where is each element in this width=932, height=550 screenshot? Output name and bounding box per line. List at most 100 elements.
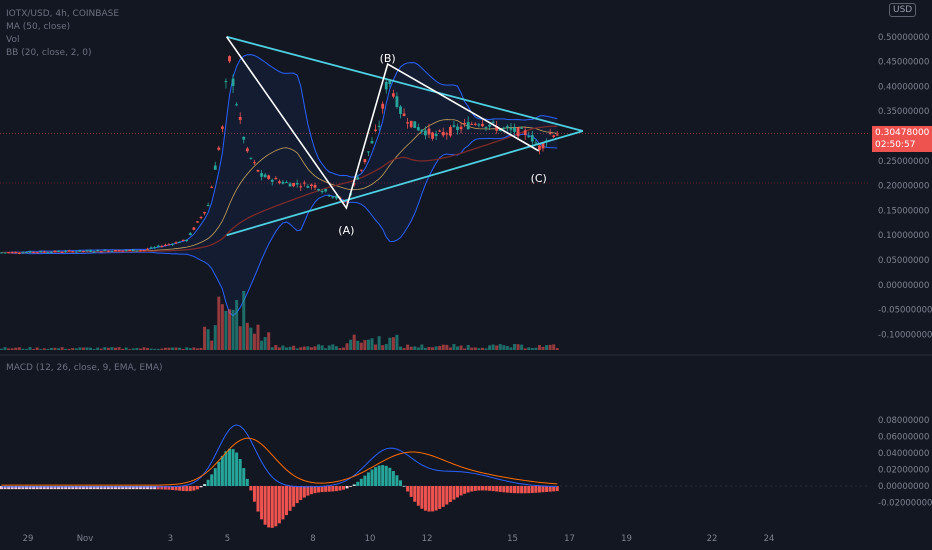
volume-bar [78,347,82,350]
macd-histogram-bar [548,486,552,492]
y-tick-label: -0.10000000 [878,330,932,340]
volume-bar [99,348,103,350]
candle-body [82,250,85,252]
macd-histogram-bar [427,486,431,512]
currency-badge[interactable]: USD [889,3,917,17]
volume-bar [167,347,171,350]
candle-body [288,183,292,187]
macd-histogram-bar [57,486,60,490]
macd-histogram-bar [516,486,520,494]
candle-body [552,135,556,137]
y-tick-label: 0.25000000 [878,157,929,167]
volume-bar [103,347,107,350]
volume-bar [377,336,381,350]
volume-bar [402,348,406,350]
volume-bar [295,348,299,350]
macd-histogram-bar [217,461,221,486]
candle-body [60,251,64,253]
volume-bar [74,348,78,350]
volume-bar [206,329,210,350]
macd-histogram-bar [313,486,317,494]
candle-body [124,249,128,251]
candle-body [203,211,206,214]
volume-bar [203,326,207,350]
bb-fill [1,54,558,316]
candle-body [167,244,171,246]
volume-bar [477,348,481,350]
macd-histogram-bar [163,486,167,490]
macd-histogram-bar [167,486,171,490]
macd-histogram-bar [14,486,18,490]
y-tick-label: 0.20000000 [878,182,929,192]
macd-histogram-bar [277,486,281,524]
volume-bar [463,348,467,350]
macd-histogram-bar [445,486,449,505]
candle-body [78,250,82,252]
bb-upper-line [1,54,558,253]
candle-body [391,93,395,97]
volume-bar [441,344,445,350]
macd-histogram-bar [17,486,21,490]
macd-histogram-bar [523,486,527,494]
macd-histogram-bar [42,486,46,490]
macd-histogram-bar [448,486,452,503]
bar-countdown: 02:50:57 [875,140,916,150]
volume-bar [520,344,524,350]
macd-y-tick-label: 0.04000000 [878,449,929,459]
macd-histogram-bar [384,465,388,486]
macd-histogram-bar [352,484,356,486]
candle-body [67,250,71,252]
y-tick-label: 0.35000000 [878,107,929,117]
candle-body [356,177,360,180]
macd-histogram-bar [381,465,385,486]
candle-body [302,182,306,184]
volume-bar [106,347,110,350]
volume-bar [534,347,538,350]
volume-bar [46,348,50,350]
macd-histogram-bar [423,486,427,511]
volume-bar [541,346,545,350]
candle-body [441,131,445,136]
macd-histogram-bar [7,486,11,490]
last-price-value: 0.30478000 [875,128,930,138]
volume-bar [488,345,492,350]
candle-body [505,126,509,128]
candle-body [516,127,520,137]
macd-histogram-bar [142,486,146,490]
candle-body [235,104,239,106]
candle-body [245,148,249,152]
macd-histogram-bar [39,486,43,490]
volume-bar [299,347,303,350]
candle-body [520,127,524,129]
macd-histogram-bar [81,486,85,490]
candle-body [306,186,310,188]
candle-body [409,120,413,128]
macd-histogram-bar [188,486,192,492]
candle-body [85,250,89,252]
x-tick-label: 10 [365,534,376,544]
volume-bar [128,349,132,350]
volume-bar [502,345,506,350]
volume-bar [235,299,239,350]
volume-bar [381,345,385,350]
volume-bar [228,309,231,350]
volume-bar [14,347,18,350]
candle-body [477,124,481,126]
volume-bar [256,324,260,350]
candle-body [530,135,534,142]
volume-legend: Vol [6,35,20,45]
macd-histogram-bar [302,486,306,498]
volume-bar [320,345,324,350]
candle-body [267,175,271,179]
candle-body [281,181,285,184]
candle-body [74,251,78,253]
volume-bar [391,337,395,350]
volume-bar [220,304,224,350]
volume-bar [249,327,253,350]
volume-bar [217,296,221,350]
candle-body [71,251,75,253]
candle-body [32,251,35,253]
macd-histogram-bar [245,478,249,486]
macd-histogram-bar [32,486,36,490]
